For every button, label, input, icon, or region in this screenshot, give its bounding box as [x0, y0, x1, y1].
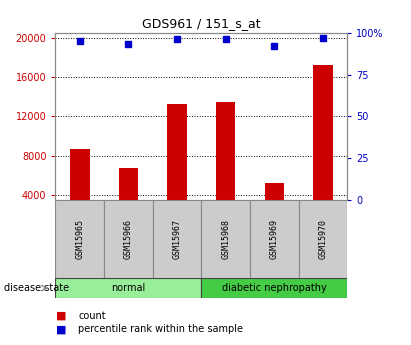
- Bar: [119, 168, 138, 200]
- Text: normal: normal: [111, 283, 145, 293]
- Text: count: count: [78, 311, 106, 321]
- Bar: [104, 200, 153, 278]
- Text: GSM15970: GSM15970: [319, 219, 328, 259]
- Text: diabetic nephropathy: diabetic nephropathy: [222, 283, 327, 293]
- Text: percentile rank within the sample: percentile rank within the sample: [78, 325, 243, 334]
- Title: GDS961 / 151_s_at: GDS961 / 151_s_at: [142, 17, 261, 30]
- Bar: [265, 184, 284, 200]
- Bar: [55, 278, 201, 298]
- Text: GSM15969: GSM15969: [270, 219, 279, 259]
- Bar: [201, 278, 347, 298]
- Bar: [216, 102, 236, 200]
- Bar: [167, 104, 187, 200]
- Text: GSM15967: GSM15967: [173, 219, 182, 259]
- Text: GSM15965: GSM15965: [75, 219, 84, 259]
- Text: GSM15968: GSM15968: [221, 219, 230, 259]
- Bar: [55, 200, 104, 278]
- Text: GSM15966: GSM15966: [124, 219, 133, 259]
- Text: ■: ■: [55, 325, 66, 334]
- Bar: [313, 65, 332, 200]
- Bar: [153, 200, 201, 278]
- Bar: [70, 149, 90, 200]
- Bar: [250, 200, 299, 278]
- Text: ■: ■: [55, 311, 66, 321]
- Bar: [201, 200, 250, 278]
- Bar: [299, 200, 347, 278]
- Text: disease state: disease state: [4, 283, 69, 293]
